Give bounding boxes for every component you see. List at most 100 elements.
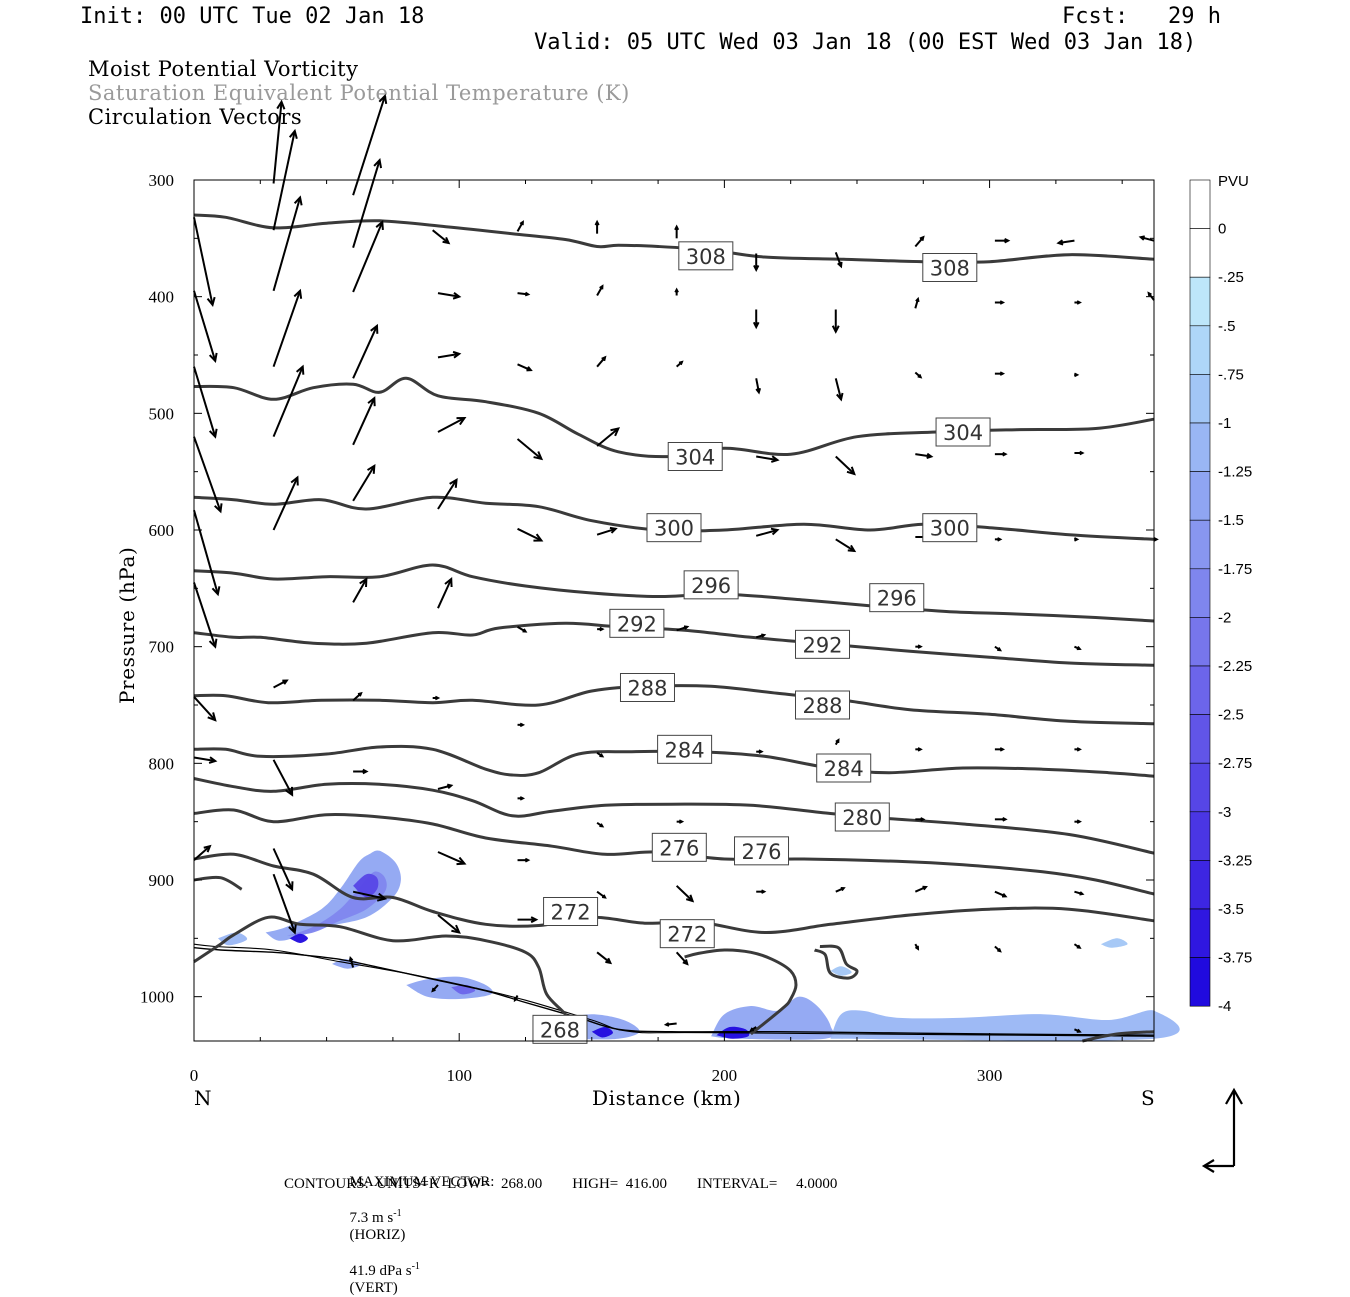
vector-arrowhead — [761, 889, 767, 894]
colorbar-cell — [1189, 276, 1211, 327]
vector-arrowhead — [609, 526, 618, 534]
contour-label: 292 — [617, 612, 657, 636]
vector-arrowhead — [208, 756, 218, 764]
vector-arrowhead — [284, 786, 294, 797]
x-tick-label: 200 — [712, 1066, 738, 1085]
colorbar-tick-label: -1.25 — [1218, 464, 1252, 481]
vector-arrowhead — [683, 625, 690, 630]
vector-arrow — [193, 366, 217, 437]
vector-arrowhead — [999, 371, 1006, 376]
init-time: Init: 00 UTC Tue 02 Jan 18 — [80, 4, 425, 29]
horiz-tag: (HORIZ) — [349, 1227, 406, 1243]
vector-arrowhead — [599, 626, 605, 632]
colorbar-cell — [1189, 179, 1211, 229]
vector-arrow — [756, 455, 778, 461]
vector-arrow — [352, 95, 386, 196]
contour-label: 300 — [654, 517, 694, 541]
vector-arrowhead — [999, 747, 1006, 752]
vector-arrow — [437, 851, 465, 865]
colorbar-cell — [1189, 908, 1211, 958]
vector-arrowhead — [770, 527, 780, 536]
vector-arrowhead — [434, 695, 441, 701]
colorbar-cell — [1189, 325, 1211, 375]
vector-arrowhead — [999, 300, 1006, 305]
colorbar-tick-label: -1.5 — [1218, 512, 1244, 529]
contour-label: 276 — [741, 840, 781, 864]
vector-arrowhead — [376, 892, 388, 902]
contour-label-box — [869, 583, 925, 613]
vector-arrowhead — [836, 392, 844, 402]
vector-arrowhead — [770, 455, 780, 463]
contour-label-box — [834, 802, 890, 832]
vector-arrowhead — [444, 576, 453, 588]
contour-label-box — [678, 241, 734, 271]
vector-arrowhead — [1002, 816, 1008, 822]
vector-arrow — [834, 251, 843, 267]
vector-arrowhead — [207, 712, 217, 722]
vector-arrowhead — [1073, 372, 1080, 378]
vector-arrow — [352, 159, 381, 248]
vector-arrowhead — [451, 924, 461, 934]
cross-section-chart: 308 308 304 304 300 300 296 296 292 292 288 288 284 2… — [115, 93, 1252, 1173]
y-axis-label: Pressure (hPa) — [115, 547, 139, 704]
vector-arrowhead — [290, 475, 299, 486]
vector-arrowhead — [1147, 291, 1152, 297]
vector-arrow — [675, 885, 694, 902]
vector-arrowhead — [526, 366, 533, 372]
vector-arrow — [272, 197, 302, 292]
contour-labels: 308 308 304 304 300 300 296 296 292 292 288 288 284 2… — [532, 241, 991, 1044]
vector-arrow — [596, 527, 616, 536]
colorbar-cell — [1189, 471, 1211, 521]
contour-label-box — [543, 897, 599, 926]
vector-arrowhead — [1153, 537, 1159, 542]
vector-arrowhead — [601, 355, 607, 362]
x-axis-label: Distance (km) — [592, 1086, 741, 1110]
contour-unlabeled — [1082, 1030, 1155, 1043]
vector-arrowhead — [367, 396, 376, 407]
vector-arrow — [596, 951, 611, 964]
vector-arrowhead — [522, 628, 528, 633]
vector-arrowhead — [605, 957, 613, 965]
contour-label-box — [935, 417, 991, 447]
vector-arrowhead — [752, 321, 760, 330]
contour-296 — [193, 563, 1155, 623]
contour-label: 296 — [877, 587, 917, 611]
vector-arrowhead — [761, 633, 767, 638]
contour-label: 300 — [930, 517, 970, 541]
north-label: N — [194, 1086, 212, 1110]
y-tick-label: 700 — [149, 638, 175, 657]
vector-arrow — [193, 696, 216, 721]
contour-label-box — [651, 832, 707, 862]
vector-arrowhead — [610, 427, 621, 437]
contours-info: CONTOURS: UNITS=K LOW= 268.00 HIGH= 416.… — [284, 1176, 838, 1192]
vector-arrow — [272, 873, 296, 933]
vector-arrowhead — [1002, 451, 1008, 457]
vert-tag: (VERT) — [349, 1280, 398, 1296]
vector-arrow — [273, 679, 288, 689]
vector-arrow — [272, 477, 299, 531]
contour-label: 284 — [824, 757, 864, 781]
vector-arrow — [432, 229, 450, 244]
vector-arrowhead — [846, 466, 856, 476]
contour-label-box — [922, 513, 978, 543]
vector-arrow — [1140, 236, 1155, 242]
vector-arrowhead — [758, 749, 764, 754]
contour-label: 292 — [802, 633, 842, 657]
contour-label: 304 — [943, 421, 983, 445]
vector-arrowhead — [519, 796, 526, 801]
colorbar-tick-label: -1.75 — [1218, 561, 1252, 578]
vector-arrow — [272, 366, 304, 438]
vector-arrow — [755, 378, 760, 393]
contour-label-box — [646, 513, 702, 543]
vector-arrow — [517, 527, 542, 542]
vector-arrow — [193, 756, 216, 762]
colorbar-cell — [1189, 422, 1211, 472]
vector-arrow — [352, 890, 386, 900]
contour-label-box — [667, 442, 723, 471]
colorbar-cell — [1189, 762, 1211, 813]
vector-arrow — [596, 427, 619, 447]
contour-284 — [193, 744, 1155, 778]
vector-arrow — [272, 759, 294, 796]
vector-arrow — [437, 417, 465, 433]
vector-arrowhead — [914, 945, 920, 951]
